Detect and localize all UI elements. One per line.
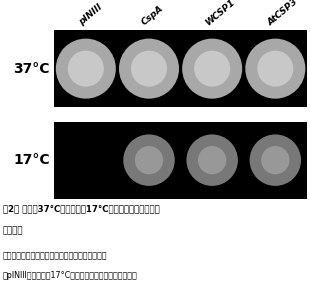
Bar (54, 122, 307, 199)
Text: 囲2． 常温（37°C）と低温（17°C）における大腸菌の生: 囲2． 常温（37°C）と低温（17°C）における大腸菌の生 (3, 204, 160, 213)
Ellipse shape (56, 39, 116, 99)
Ellipse shape (250, 134, 301, 186)
Ellipse shape (261, 146, 290, 174)
Ellipse shape (68, 51, 104, 87)
Text: 17°C: 17°C (13, 153, 50, 167)
Text: 育の様子: 育の様子 (3, 226, 24, 235)
Ellipse shape (245, 39, 305, 99)
Text: （pINIII）は低温（17°C）で生育できないが，それに低: （pINIII）は低温（17°C）で生育できないが，それに低 (3, 271, 138, 280)
Ellipse shape (119, 39, 179, 99)
Text: 大腸菌低温ショックタンパク質を欠損する変異体: 大腸菌低温ショックタンパク質を欠損する変異体 (3, 252, 108, 261)
Ellipse shape (257, 51, 293, 87)
Text: WCSP1: WCSP1 (203, 0, 236, 27)
Ellipse shape (194, 51, 230, 87)
Text: CspA: CspA (140, 4, 166, 27)
Text: AtCSP3: AtCSP3 (266, 0, 300, 27)
Ellipse shape (198, 146, 226, 174)
Text: pINIII: pINIII (77, 3, 104, 27)
Ellipse shape (135, 146, 163, 174)
Text: 37°C: 37°C (13, 62, 50, 76)
Ellipse shape (186, 134, 238, 186)
Ellipse shape (131, 51, 167, 87)
Ellipse shape (182, 39, 242, 99)
Bar (54, 30, 307, 107)
Ellipse shape (123, 134, 175, 186)
